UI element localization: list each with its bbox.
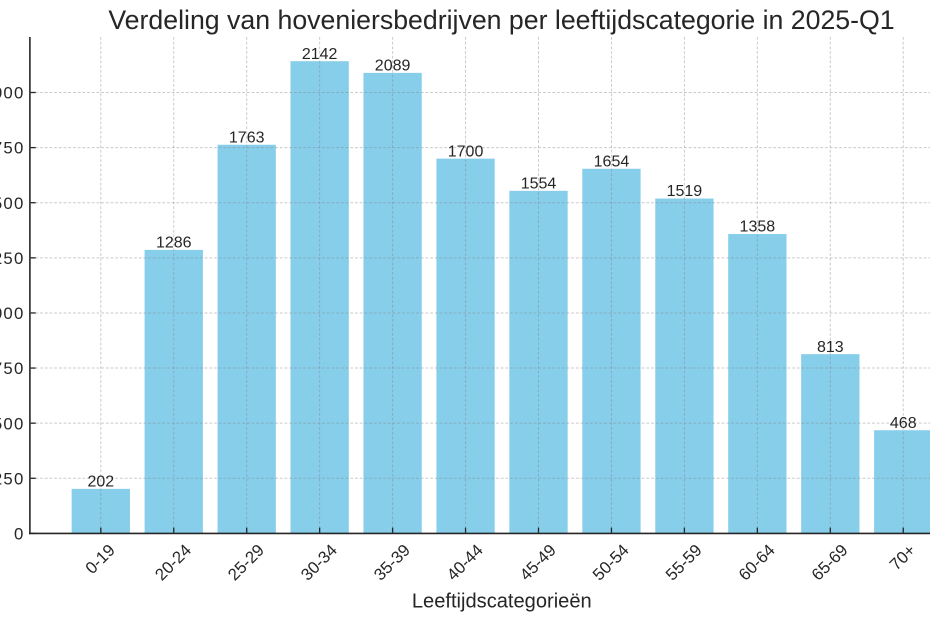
svg-text:202: 202: [87, 474, 114, 491]
svg-text:60-64: 60-64: [735, 541, 779, 585]
svg-text:45-49: 45-49: [516, 541, 560, 585]
svg-text:30-34: 30-34: [297, 541, 341, 585]
svg-text:0-19: 0-19: [82, 541, 119, 578]
svg-text:1763: 1763: [229, 129, 265, 146]
svg-text:40-44: 40-44: [443, 541, 487, 585]
svg-text:7: 7: [0, 359, 2, 378]
svg-text:0: 0: [14, 304, 23, 323]
svg-text:Verdeling van hoveniersbedrijv: Verdeling van hoveniersbedrijven per lee…: [108, 5, 894, 35]
svg-text:35-39: 35-39: [370, 541, 414, 585]
svg-text:65-69: 65-69: [808, 541, 852, 585]
svg-text:813: 813: [817, 339, 844, 356]
svg-text:0: 0: [14, 194, 23, 213]
svg-text:0: 0: [0, 84, 2, 103]
svg-text:0: 0: [14, 414, 23, 433]
svg-text:2142: 2142: [302, 46, 338, 63]
svg-text:0: 0: [14, 359, 23, 378]
svg-text:Leeftijdscategorieën: Leeftijdscategorieën: [412, 591, 592, 613]
svg-text:0: 0: [0, 304, 2, 323]
svg-text:20-24: 20-24: [151, 541, 195, 585]
svg-text:0: 0: [3, 84, 12, 103]
svg-text:25-29: 25-29: [224, 541, 268, 585]
svg-text:0: 0: [3, 194, 12, 213]
svg-text:0: 0: [14, 469, 23, 488]
svg-text:1554: 1554: [521, 176, 557, 193]
svg-text:1519: 1519: [667, 183, 703, 200]
svg-text:0: 0: [14, 525, 23, 544]
svg-text:5: 5: [0, 194, 2, 213]
svg-text:5: 5: [3, 469, 12, 488]
svg-text:1654: 1654: [594, 153, 630, 170]
svg-text:1286: 1286: [156, 235, 192, 252]
svg-text:468: 468: [890, 415, 917, 432]
svg-text:2: 2: [0, 469, 2, 488]
svg-text:0: 0: [14, 84, 23, 103]
svg-text:0: 0: [14, 249, 23, 268]
svg-text:1358: 1358: [740, 219, 776, 236]
svg-text:0: 0: [3, 304, 12, 323]
svg-text:7: 7: [0, 139, 2, 158]
svg-text:5: 5: [3, 139, 12, 158]
svg-text:0: 0: [14, 139, 23, 158]
svg-text:5: 5: [3, 359, 12, 378]
svg-text:5: 5: [0, 414, 2, 433]
svg-text:2: 2: [0, 249, 2, 268]
svg-text:70+: 70+: [886, 541, 920, 575]
svg-text:2089: 2089: [375, 58, 411, 75]
svg-text:1700: 1700: [448, 143, 484, 160]
svg-text:50-54: 50-54: [589, 541, 633, 585]
svg-text:55-59: 55-59: [662, 541, 706, 585]
svg-text:0: 0: [3, 414, 12, 433]
svg-text:5: 5: [3, 249, 12, 268]
